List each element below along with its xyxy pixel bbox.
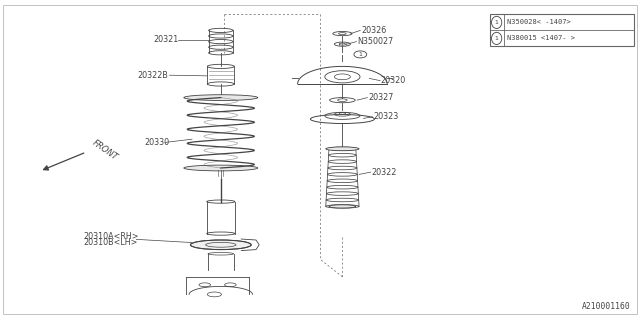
Text: 20323: 20323	[373, 112, 398, 121]
Text: N350027: N350027	[357, 37, 394, 46]
Text: 20330: 20330	[144, 138, 169, 147]
Text: 1: 1	[495, 20, 499, 25]
Ellipse shape	[184, 95, 258, 100]
Text: 20310A<RH>: 20310A<RH>	[83, 232, 139, 241]
Ellipse shape	[191, 240, 251, 250]
Text: 20322: 20322	[371, 168, 397, 177]
Text: N380015 <1407- >: N380015 <1407- >	[507, 36, 575, 41]
Text: 20327: 20327	[368, 93, 394, 102]
Text: 20326: 20326	[362, 26, 387, 35]
Text: 20320: 20320	[381, 76, 406, 85]
Text: 20322B: 20322B	[138, 71, 168, 80]
Text: 1: 1	[358, 52, 362, 57]
Ellipse shape	[184, 165, 258, 171]
Text: 20310B<LH>: 20310B<LH>	[83, 238, 138, 247]
Text: 1: 1	[495, 36, 499, 41]
Ellipse shape	[326, 147, 359, 151]
Text: 20321: 20321	[154, 36, 179, 44]
Ellipse shape	[329, 205, 356, 208]
Text: FRONT: FRONT	[91, 138, 120, 162]
Text: N350028< -1407>: N350028< -1407>	[507, 19, 571, 25]
Text: A210001160: A210001160	[582, 302, 630, 311]
Bar	[490, 14, 634, 46]
